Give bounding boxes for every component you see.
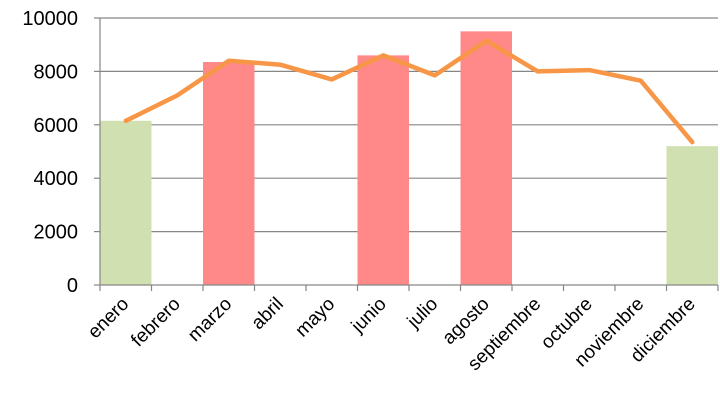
x-tick-label: mayo <box>292 294 340 342</box>
y-tick-label: 2000 <box>34 222 79 244</box>
bar-series <box>100 31 718 285</box>
y-axis-tick-labels: 0 2000 4000 6000 8000 10000 <box>22 8 78 297</box>
bar-marzo <box>203 62 255 285</box>
y-tick-label: 10000 <box>22 8 78 30</box>
bar-junio <box>358 55 410 285</box>
bar-agosto <box>461 31 513 285</box>
y-tick-label: 4000 <box>34 168 79 190</box>
x-tick-label: junio <box>347 294 391 338</box>
x-tick-label: julio <box>403 294 442 333</box>
x-tick-label: enero <box>84 294 133 343</box>
y-tick-label: 8000 <box>34 61 79 83</box>
x-tick-label: marzo <box>184 294 236 346</box>
x-tick-label: abril <box>248 294 288 334</box>
bar-diciembre <box>667 146 719 285</box>
y-tick-label: 0 <box>67 275 78 297</box>
x-tick-label: febrero <box>127 294 184 351</box>
y-tick-label: 6000 <box>34 115 79 137</box>
bar-enero <box>100 121 152 285</box>
